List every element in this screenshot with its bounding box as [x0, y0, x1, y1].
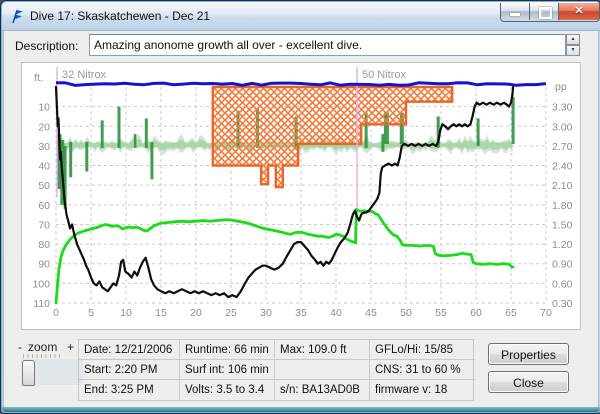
svg-text:30: 30	[38, 141, 50, 153]
info-surf-interval: Surf int: 106 min	[180, 360, 275, 380]
description-label: Description:	[15, 39, 79, 53]
zoom-slider-ticks	[23, 354, 63, 358]
description-input[interactable]	[89, 34, 566, 56]
svg-text:60: 60	[470, 307, 482, 319]
svg-text:0.60: 0.60	[552, 278, 573, 290]
zoom-out-label[interactable]: -	[18, 340, 22, 354]
svg-text:1.50: 1.50	[552, 219, 573, 231]
svg-text:2.10: 2.10	[552, 180, 573, 192]
app-icon	[12, 9, 23, 24]
info-cns: CNS: 31 to 60 %	[370, 360, 475, 380]
svg-text:1.20: 1.20	[552, 239, 573, 251]
maximize-button[interactable]	[530, 3, 559, 20]
info-max-depth: Max: 109.0 ft	[275, 340, 370, 360]
spinner-down-button[interactable]: ▼	[566, 45, 580, 56]
close-icon: ✕	[574, 5, 584, 17]
svg-text:pp: pp	[555, 81, 567, 93]
info-runtime: Runtime: 66 min	[180, 340, 275, 360]
svg-text:2.70: 2.70	[552, 141, 573, 153]
caption-buttons: ✕	[500, 3, 600, 22]
zoom-in-label[interactable]: +	[67, 340, 75, 354]
close-window-button[interactable]: ✕	[559, 3, 599, 20]
properties-button[interactable]: Properties	[488, 343, 569, 365]
svg-text:0: 0	[53, 307, 59, 319]
svg-text:1.80: 1.80	[552, 200, 573, 212]
svg-text:50: 50	[38, 180, 50, 192]
info-date: Date: 12/21/2006	[79, 340, 180, 360]
svg-text:20: 20	[190, 307, 202, 319]
svg-text:70: 70	[540, 307, 552, 319]
info-volts: Volts: 3.5 to 3.4	[180, 380, 275, 400]
svg-text:110: 110	[33, 298, 50, 310]
svg-text:0.90: 0.90	[552, 259, 573, 271]
window-title: Dive 17: Skaskatchewen - Dec 21	[30, 9, 211, 23]
svg-text:20: 20	[38, 121, 50, 133]
minimize-button[interactable]	[501, 3, 530, 20]
svg-text:32 Nitrox: 32 Nitrox	[62, 69, 107, 81]
svg-text:35: 35	[295, 307, 307, 319]
minimize-icon	[510, 13, 520, 16]
svg-text:40: 40	[38, 161, 50, 173]
svg-text:10: 10	[120, 307, 132, 319]
info-gf: GFLo/Hi: 15/85	[370, 340, 475, 360]
title-bar[interactable]: Dive 17: Skaskatchewen - Dec 21 ✕	[2, 2, 600, 31]
maximize-icon	[539, 7, 552, 19]
svg-text:80: 80	[38, 239, 50, 251]
info-serial: s/n: BA13AD0B	[275, 380, 370, 400]
svg-text:3.00: 3.00	[552, 121, 573, 133]
zoom-label: zoom	[28, 340, 58, 354]
svg-text:65: 65	[505, 307, 517, 319]
svg-text:30: 30	[260, 307, 272, 319]
svg-text:2.40: 2.40	[552, 161, 573, 173]
svg-text:40: 40	[330, 307, 342, 319]
svg-text:0.30: 0.30	[552, 298, 573, 310]
svg-text:10: 10	[38, 102, 50, 114]
dive-profile-chart-panel: 0 5 10 15 20 25 30 35 40 45 50 55 60 65 70 10 3.30 20 3.00…	[21, 62, 581, 330]
info-empty	[275, 360, 370, 380]
info-end: End: 3:25 PM	[79, 380, 180, 400]
dive-info-table: Date: 12/21/2006 Runtime: 66 min Max: 10…	[78, 339, 475, 401]
info-firmware: firmware v: 18	[375, 384, 448, 396]
svg-text:70: 70	[38, 219, 50, 231]
dive-profile-chart[interactable]: 0 5 10 15 20 25 30 35 40 45 50 55 60 65 70 10 3.30 20 3.00…	[22, 63, 580, 329]
window-bottom-edge	[2, 407, 600, 412]
close-button[interactable]: Close	[488, 371, 569, 393]
svg-text:55: 55	[435, 307, 447, 319]
svg-text:3.30: 3.30	[552, 102, 573, 114]
zoom-slider-thumb[interactable]	[22, 360, 35, 386]
svg-text:50: 50	[400, 307, 412, 319]
info-start: Start: 2:20 PM	[79, 360, 180, 380]
svg-text:100: 100	[32, 278, 50, 290]
svg-text:45: 45	[365, 307, 377, 319]
svg-text:5: 5	[88, 307, 94, 319]
svg-text:ft.: ft.	[34, 72, 43, 84]
svg-text:15: 15	[155, 307, 167, 319]
svg-text:90: 90	[38, 259, 50, 271]
description-spinner: ▲ ▼	[566, 34, 580, 56]
svg-text:50 Nitrox: 50 Nitrox	[362, 69, 407, 81]
spinner-up-button[interactable]: ▲	[566, 34, 580, 45]
svg-text:25: 25	[225, 307, 237, 319]
svg-text:60: 60	[38, 200, 50, 212]
